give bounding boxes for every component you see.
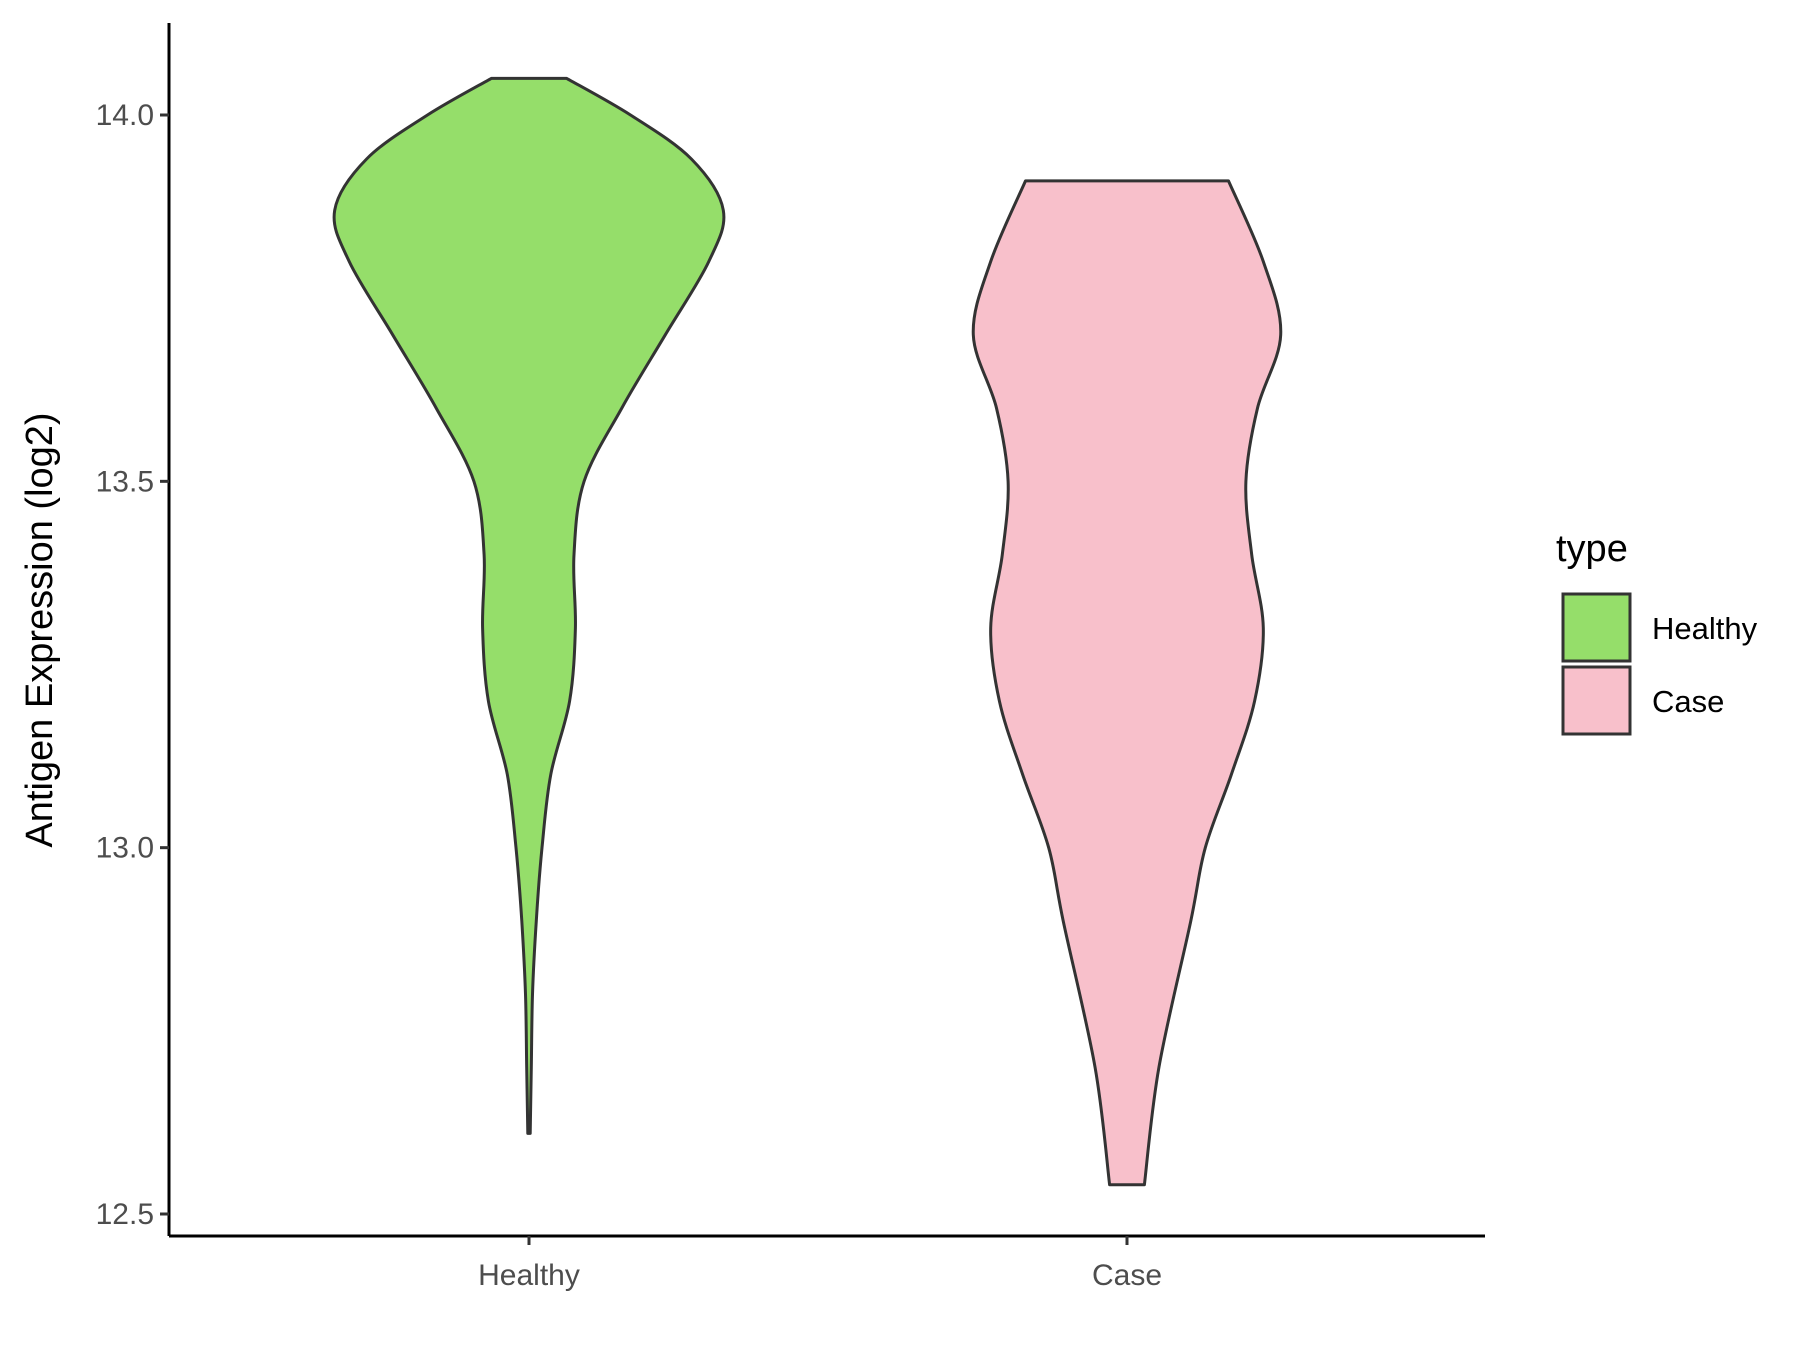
y-tick-label: 13.0 <box>96 832 154 865</box>
y-axis-title: Antigen Expression (log2) <box>19 412 61 847</box>
legend-swatch-healthy <box>1561 592 1632 663</box>
y-ticks: 12.5 13.0 13.5 14.0 <box>96 99 169 1231</box>
legend-label-case: Case <box>1652 684 1724 719</box>
legend: type Healthy Case <box>1556 528 1758 736</box>
violin-group <box>332 76 1283 1187</box>
y-tick-label: 12.5 <box>96 1198 154 1231</box>
x-tick-label: Healthy <box>478 1259 580 1292</box>
violin-healthy <box>332 76 726 1135</box>
violin-case <box>971 179 1283 1187</box>
legend-title: type <box>1556 528 1628 570</box>
x-tick-label: Case <box>1092 1259 1162 1292</box>
y-tick-label: 13.5 <box>96 465 154 498</box>
x-ticks: Healthy Case <box>478 1236 1162 1292</box>
legend-swatch-case <box>1561 665 1632 736</box>
y-tick-label: 14.0 <box>96 99 154 132</box>
legend-label-healthy: Healthy <box>1652 611 1758 646</box>
